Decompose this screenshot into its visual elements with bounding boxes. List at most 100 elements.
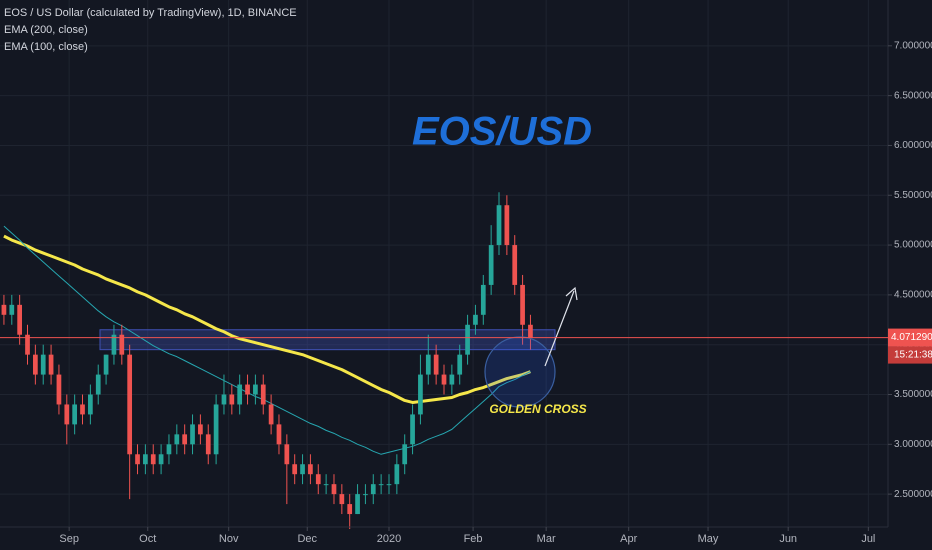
candle-body [72, 404, 78, 425]
candle-body [355, 494, 360, 515]
candle-body [276, 424, 282, 445]
candle-body [143, 454, 148, 465]
candle-body [64, 404, 70, 425]
x-tick-label: Jun [779, 533, 797, 545]
x-tick-label: Apr [620, 533, 637, 545]
countdown-label: 15:21:38 [894, 350, 932, 361]
candle-body [182, 434, 188, 445]
support-zone [99, 329, 556, 351]
candle-body [394, 464, 400, 485]
candle-body [300, 464, 305, 475]
x-tick-label: 2020 [377, 533, 401, 545]
candle-body [190, 424, 195, 445]
y-tick-label: 3.5000000 [894, 389, 932, 400]
candle-body [103, 354, 109, 375]
candle-body [386, 484, 392, 486]
candle-body [198, 424, 203, 435]
last-price-tag [888, 328, 932, 347]
x-tick-label: May [698, 533, 719, 545]
candle-body [174, 434, 180, 445]
candle-body [237, 384, 243, 405]
candle-body [25, 334, 30, 355]
candle-body [119, 334, 125, 355]
candle-body [135, 454, 140, 465]
legend-entry: EMA (200, close) [4, 24, 88, 36]
ema-layer [3, 225, 531, 455]
candle-body [166, 444, 172, 455]
candle-layer [1, 192, 533, 529]
candle-body [33, 354, 38, 375]
candle-body [480, 284, 486, 315]
candle-body [56, 374, 62, 405]
candle-body [410, 414, 415, 445]
x-tick-label: Sep [59, 533, 79, 545]
y-tick-label: 6.5000000 [894, 90, 932, 101]
x-tick-label: Nov [219, 533, 239, 545]
candle-body [425, 354, 431, 375]
candle-body [1, 304, 7, 315]
ema-line [3, 234, 531, 404]
grid [0, 0, 888, 527]
candle-body [378, 484, 384, 486]
candle-body [284, 444, 290, 465]
candle-body [213, 404, 219, 455]
candle-body [127, 354, 133, 455]
candle-body [40, 354, 46, 375]
candle-body [150, 454, 156, 465]
x-tick-label: Mar [537, 533, 556, 545]
candle-body [339, 494, 345, 505]
candle-body [260, 384, 266, 405]
y-tick-label: 5.5000000 [894, 190, 932, 201]
legend-entry: EMA (100, close) [4, 41, 88, 53]
x-tick-label: Jul [861, 533, 875, 545]
candle-body [370, 484, 376, 495]
overlay: 4.0712906 15:21:38 [0, 328, 932, 364]
candle-body [457, 354, 463, 375]
candle-body [17, 304, 23, 335]
highlight-circle [484, 336, 556, 408]
candle-body [292, 464, 298, 475]
candle-body [402, 444, 408, 465]
y-tick-label: 5.0000000 [894, 240, 932, 251]
candle-body [315, 474, 321, 485]
candle-body [418, 374, 423, 415]
candle-body [221, 394, 227, 405]
candle-body [48, 354, 54, 375]
candle-body [88, 394, 93, 415]
candle-body [363, 494, 368, 496]
candle-body [433, 354, 439, 375]
candle-body [473, 314, 478, 325]
candle-body [512, 245, 518, 285]
candle-body [205, 434, 211, 455]
candle-body [308, 464, 313, 475]
last-price-label: 4.0712906 [891, 332, 932, 343]
y-tick-label: 6.0000000 [894, 140, 932, 151]
zone-layer [99, 329, 556, 351]
x-tick-label: Feb [464, 533, 483, 545]
signal-annotation: GOLDEN CROSS [489, 402, 586, 416]
candle-body [9, 304, 15, 315]
arrow-head [565, 286, 578, 301]
arrow-shaft [544, 290, 575, 367]
y-tick-label: 2.5000000 [894, 489, 932, 500]
candle-body [229, 394, 235, 405]
candle-body [496, 205, 502, 246]
countdown-tag [888, 346, 932, 364]
candle-body [158, 454, 164, 465]
ema-line [3, 225, 531, 455]
candle-body [245, 384, 250, 395]
candle-body [95, 374, 101, 395]
candle-body [528, 324, 533, 338]
candle-body [504, 205, 510, 246]
candle-body [488, 245, 494, 285]
y-tick-label: 4.5000000 [894, 290, 932, 301]
candle-body [520, 284, 525, 325]
candle-body [449, 374, 455, 385]
chart-title: EOS / US Dollar (calculated by TradingVi… [4, 7, 297, 19]
pair-annotation: EOS/USD [412, 110, 592, 154]
candle-body [111, 334, 117, 355]
y-tick-label: 7.0000000 [894, 40, 932, 51]
